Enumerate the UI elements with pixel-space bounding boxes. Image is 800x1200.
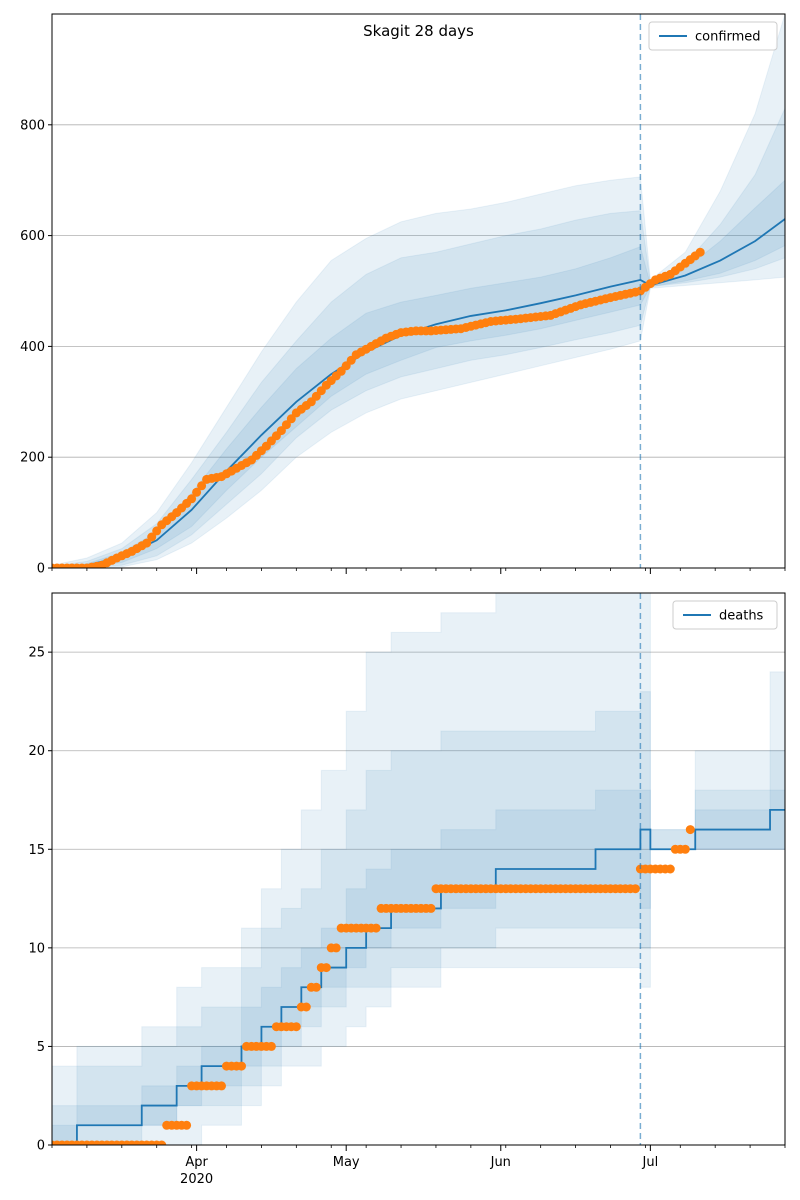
observed-point: [152, 526, 162, 536]
deaths-panel: 0 5 10 15 20 25 Apr 2020 May Jun Jul deaths: [28, 592, 786, 1187]
observed-point: [286, 414, 296, 424]
uncertainty-band-1: [52, 107, 785, 568]
y-tick-label-0: 0: [37, 1139, 45, 1154]
y-tick-label-5: 25: [28, 646, 45, 661]
observed-point: [142, 538, 152, 548]
observed-point: [665, 864, 675, 874]
chart-title: Skagit 28 days: [363, 22, 474, 40]
x-tick-label-3: Jul: [642, 1155, 659, 1170]
y-tick-label-2: 10: [28, 941, 45, 956]
uncertainty-band-0: [52, 14, 785, 568]
x-tick-sublabel-0: 2020: [180, 1172, 213, 1187]
observed-point: [301, 1002, 311, 1012]
y-tick-label-0: 0: [37, 562, 45, 577]
y-tick-label-3: 600: [20, 229, 45, 244]
observed-point: [680, 844, 690, 854]
observed-point: [630, 884, 640, 894]
legend-label: deaths: [719, 609, 764, 624]
y-tick-label-1: 200: [20, 451, 45, 466]
observed-point: [192, 487, 202, 497]
observed-point: [371, 923, 381, 933]
y-tick-label-3: 15: [28, 843, 45, 858]
observed-point: [331, 943, 341, 953]
observed-point: [182, 1120, 192, 1130]
legend-box: [648, 21, 778, 51]
observed-point: [695, 247, 705, 257]
observed-point: [187, 494, 197, 504]
axes-frame: [51, 592, 786, 1146]
observed-point: [147, 532, 157, 542]
observed-point: [321, 963, 331, 973]
x-tick-label-0: Apr: [185, 1155, 208, 1170]
x-tick-label-1: May: [333, 1155, 360, 1170]
observed-point: [685, 825, 695, 835]
observed-point: [266, 1041, 276, 1051]
y-tick-label-2: 400: [20, 340, 45, 355]
observed-point: [311, 982, 321, 992]
y-tick-label-4: 800: [20, 118, 45, 133]
observed-point: [276, 426, 286, 436]
uncertainty-band-1: [52, 691, 785, 1145]
legend-label: confirmed: [695, 30, 761, 45]
observed-point: [217, 1081, 226, 1091]
axes-frame: [51, 13, 786, 569]
observed-point: [157, 1140, 167, 1145]
legend: confirmed: [648, 21, 778, 51]
observed-point: [291, 1022, 301, 1032]
observed-point: [281, 420, 291, 430]
y-tick-label-4: 20: [28, 744, 45, 759]
x-tick-label-2: Jun: [490, 1155, 511, 1170]
legend: deaths: [672, 600, 778, 630]
confirmed-panel: 0 200 400 600 800 Skagit 28 days confirmed: [20, 13, 786, 577]
observed-point: [426, 903, 436, 913]
observed-point: [197, 481, 207, 491]
observed-point: [237, 1061, 246, 1071]
legend-box: [672, 600, 778, 630]
uncertainty-band-0: [52, 593, 785, 1145]
y-tick-label-1: 5: [37, 1040, 45, 1055]
